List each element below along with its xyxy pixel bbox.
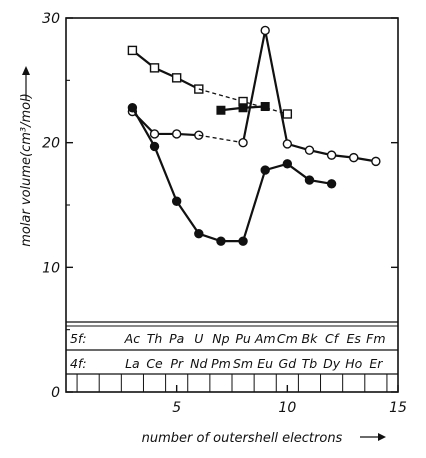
element-table: 5f: Ac Th Pa U Np Pu Am Cm Bk Cf Es Fm 4f: La Ce Pr Nd Pm S… [66, 321, 398, 392]
element-symbol: Cm [277, 331, 298, 346]
axis-labels: 0 10 20 30 5 10 15 number of outershell electro… [19, 11, 407, 446]
open-circle-point [149, 129, 160, 139]
element-symbol: Bk [302, 331, 319, 346]
element-symbol: Sm [233, 356, 253, 371]
element-symbol: Eu [257, 356, 273, 371]
filled-circle-point [282, 159, 293, 169]
open-circle-point [238, 137, 248, 148]
open-circle-point [371, 156, 381, 167]
y-tick-label: 30 [42, 11, 60, 27]
element-symbol: Ce [146, 356, 163, 371]
open-circle-point [304, 145, 315, 155]
element-symbol: Dy [323, 356, 341, 371]
element-symbol: Nd [190, 356, 207, 371]
series-layer [127, 25, 381, 246]
element-symbol: Pa [169, 331, 184, 346]
element-symbol: Th [147, 331, 163, 346]
element-symbol: Ac [124, 331, 141, 346]
y-tick-label: 10 [42, 260, 60, 276]
filled-circle-point [304, 175, 315, 185]
element-symbol: Pu [235, 331, 251, 346]
open-square-point [149, 63, 160, 73]
x-axis-title: number of outershell electrons [142, 431, 343, 446]
element-symbol: Am [254, 331, 276, 346]
filled-square-point [238, 103, 248, 113]
open-square-point [127, 45, 138, 56]
element-symbol: Pm [211, 356, 231, 371]
open-circle-point [260, 25, 270, 36]
element-symbol: Er [369, 356, 383, 371]
x-tick-label: 10 [278, 400, 296, 416]
filled-circle-point [149, 141, 160, 152]
element-symbol: Fm [366, 331, 385, 346]
x-axis-arrow-head [378, 433, 386, 441]
series-line-5 [198, 134, 244, 144]
y-axis-title: molar volume(cm³/mol) [19, 93, 34, 247]
open-circle-point [326, 150, 337, 160]
filled-circle-point [127, 103, 138, 113]
open-circle-point [282, 139, 293, 149]
element-symbol: U [194, 331, 203, 346]
series-line-4 [131, 110, 199, 137]
x-tick-label: 15 [389, 400, 407, 416]
filled-square-point [260, 102, 270, 112]
filled-circle-point [194, 228, 204, 239]
element-symbol: Np [212, 331, 229, 346]
y-tick-label: 20 [42, 136, 60, 152]
open-square-point [282, 109, 293, 119]
filled-circle-point [238, 236, 248, 246]
filled-circle-point [326, 179, 337, 189]
element-symbol: Es [347, 331, 362, 346]
element-symbol: Gd [279, 356, 297, 371]
open-circle-point [349, 152, 359, 163]
element-symbol: Tb [302, 356, 318, 371]
filled-square-point [216, 105, 226, 115]
element-symbol: Pr [170, 356, 184, 371]
y-tick-label: 0 [51, 385, 60, 401]
filled-circle-point [171, 196, 182, 206]
open-square-point [171, 73, 182, 83]
y-axis-arrow-head [22, 66, 30, 75]
filled-circle-point [216, 236, 226, 246]
series-line-7 [131, 107, 332, 243]
series-line-6 [241, 30, 377, 163]
element-symbol: Ho [345, 356, 362, 371]
open-circle-point [171, 129, 182, 139]
element-row-label: 4f: [70, 356, 87, 371]
element-symbol: La [125, 356, 140, 371]
x-tick-label: 5 [172, 400, 181, 416]
series-line-0 [131, 49, 200, 91]
filled-circle-point [260, 165, 270, 175]
element-row-label: 5f: [70, 331, 87, 346]
element-symbol: Cf [325, 331, 340, 346]
